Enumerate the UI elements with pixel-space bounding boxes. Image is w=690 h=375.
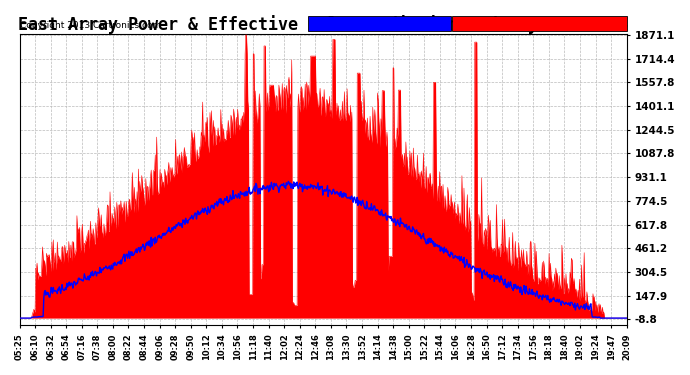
Text: Copyright 2013 Cartronics.com: Copyright 2013 Cartronics.com [19,21,161,30]
Title: East Array Power & Effective Solar Radiation Wed May 29 20:14: East Array Power & Effective Solar Radia… [18,15,628,34]
FancyBboxPatch shape [308,15,451,31]
FancyBboxPatch shape [452,15,627,31]
Text: Radiation (Effective w/m2): Radiation (Effective w/m2) [310,20,449,29]
Text: East Array (DC Watts): East Array (DC Watts) [483,20,595,29]
